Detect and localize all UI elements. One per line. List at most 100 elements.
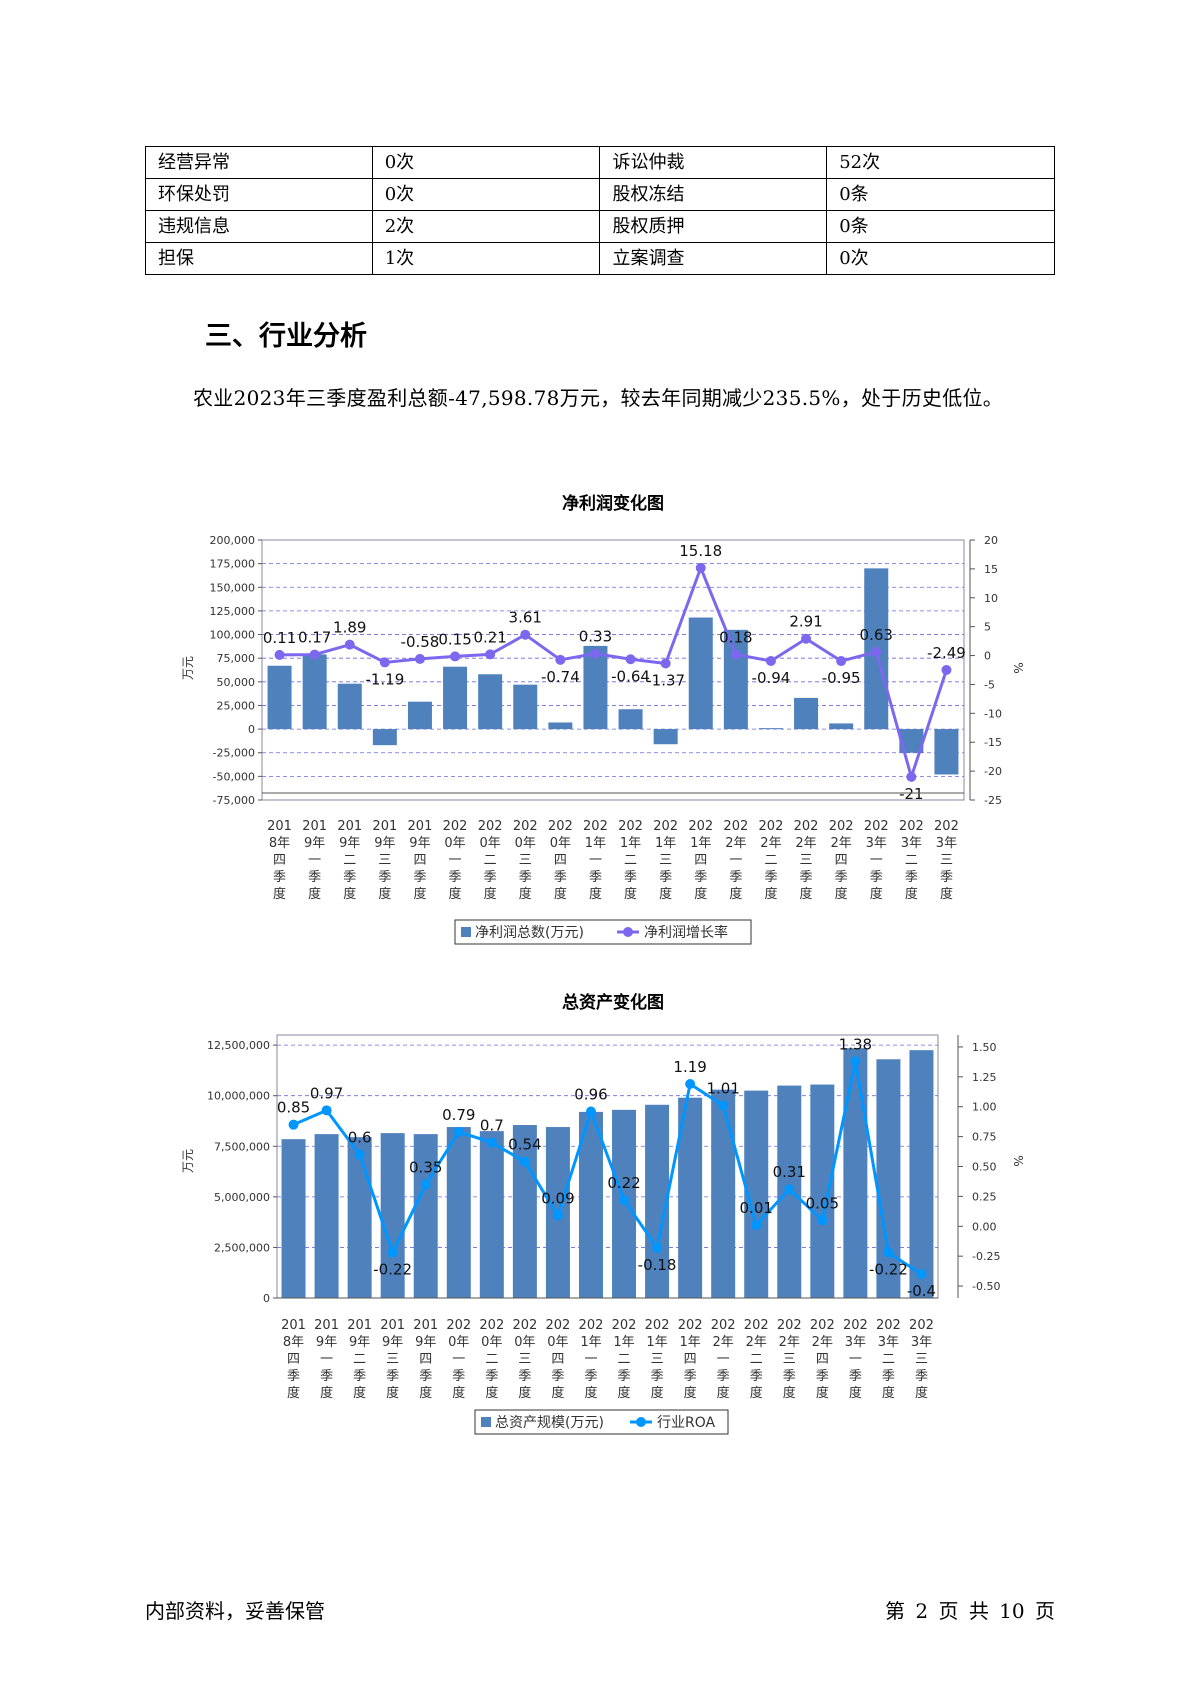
line-point [765,655,776,666]
line-point [486,1137,497,1148]
bar [578,1111,603,1298]
data-label: 0.05 [806,1194,839,1212]
x-tick-label: 度 [518,1385,531,1401]
x-tick-label: 202 [645,1318,670,1333]
line-point [344,639,355,650]
x-tick-label: 0年 [444,836,465,851]
legend-bar-label: 净利润总数(万元) [475,925,584,941]
y2-tick-label: 0.00 [972,1220,997,1233]
x-tick-label: 9年 [415,1335,436,1350]
y-tick-label: 0 [248,723,255,736]
bar [899,729,924,753]
table-value: 52次 [826,146,1055,179]
data-label: -0.4 [907,1282,936,1300]
x-tick-label: 度 [485,1385,498,1401]
data-label: -0.18 [638,1256,677,1274]
x-tick-label: 四 [835,853,848,868]
x-tick-label: 3年 [866,836,887,851]
footer-confidential: 内部资料，妥善保管 [145,1599,325,1623]
x-tick-label: 202 [759,819,784,834]
line-point [354,1149,365,1160]
legend [474,1409,729,1435]
x-tick-label: 度 [905,886,918,902]
line-point [652,1242,663,1253]
line-point [850,1056,861,1067]
y-tick-label: 12,500,000 [207,1039,270,1052]
x-tick-label: 一 [729,853,742,868]
x-tick-label: 202 [579,1318,604,1333]
x-tick-label: 季 [816,1369,829,1384]
data-label: 0.97 [310,1084,343,1102]
x-tick-label: 季 [419,1369,432,1384]
bar [758,728,783,730]
x-tick-label: 三 [518,1352,531,1367]
x-tick-label: 三 [800,853,813,868]
x-tick-label: 202 [548,819,573,834]
x-tick-label: 度 [551,1385,564,1401]
bar [513,684,538,730]
x-tick-label: 度 [717,1385,730,1401]
x-tick-label: 201 [408,819,433,834]
x-tick-label: 四 [273,853,286,868]
line-point [590,648,601,659]
x-tick-label: 度 [764,886,777,902]
x-tick-label: 季 [554,870,567,885]
x-tick-label: 度 [915,1385,928,1401]
x-tick-label: 季 [485,1369,498,1384]
line-point [871,646,882,657]
x-tick-label: 3年 [911,1335,932,1350]
x-tick-label: 一 [849,1352,862,1367]
y-tick-label: 0 [263,1292,270,1305]
x-tick-label: 度 [419,1385,432,1401]
x-tick-label: 一 [452,1352,465,1367]
x-tick-label: 季 [694,870,707,885]
x-tick-label: 3年 [936,836,957,851]
bar [711,1089,736,1298]
y2-tick-label: -20 [984,765,1002,778]
bar [512,1125,537,1298]
x-tick-label: 季 [624,870,637,885]
bar [413,1134,438,1298]
y-tick-label: 2,500,000 [214,1241,270,1254]
x-tick-label: 0年 [448,1335,469,1350]
x-tick-label: 季 [353,1369,366,1384]
x-tick-label: 201 [267,819,292,834]
line-point [883,1247,894,1258]
y2-tick-label: 5 [984,621,991,634]
x-tick-label: 度 [449,886,462,902]
x-tick-label: 三 [915,1352,928,1367]
line-point [420,1179,431,1190]
x-tick-label: 度 [882,1385,895,1401]
x-tick-label: 四 [684,1352,697,1367]
table-label: 立案调查 [599,242,828,275]
x-tick-label: 季 [651,1369,664,1384]
total-assets-chart: 总资产变化图 12,500,000 10,000,000 7,500,000 5,000… [181,992,1025,1435]
x-tick-label: 四 [551,1352,564,1367]
x-tick-label: 1年 [646,1335,667,1350]
bar [688,617,713,730]
x-tick-label: 201 [302,819,327,834]
line-point [288,1119,299,1130]
x-tick-label: 季 [618,1369,631,1384]
bar [314,1134,339,1298]
x-tick-label: 二 [624,853,637,868]
chart-title: 净利润变化图 [562,493,664,514]
data-label: 0.96 [574,1086,607,1104]
y2-tick-label: 10 [984,592,998,605]
y2-tick-label: -25 [984,794,1002,807]
x-tick-label: 202 [876,1318,901,1333]
data-label: 1.19 [673,1058,706,1076]
x-tick-label: 二 [343,853,356,868]
bar [794,697,819,730]
data-label: -21 [899,785,924,803]
legend-line-marker [636,1417,646,1427]
table-value: 0次 [371,178,601,211]
x-tick-label: 度 [386,1385,399,1401]
y2-axis-title: % [1011,1155,1025,1166]
x-tick-label: 度 [452,1385,465,1401]
line-point [520,629,531,640]
x-tick-label: 202 [546,1318,571,1333]
x-tick-label: 季 [800,870,813,885]
x-tick-label: 度 [413,886,426,902]
x-tick-label: 度 [750,1385,763,1401]
